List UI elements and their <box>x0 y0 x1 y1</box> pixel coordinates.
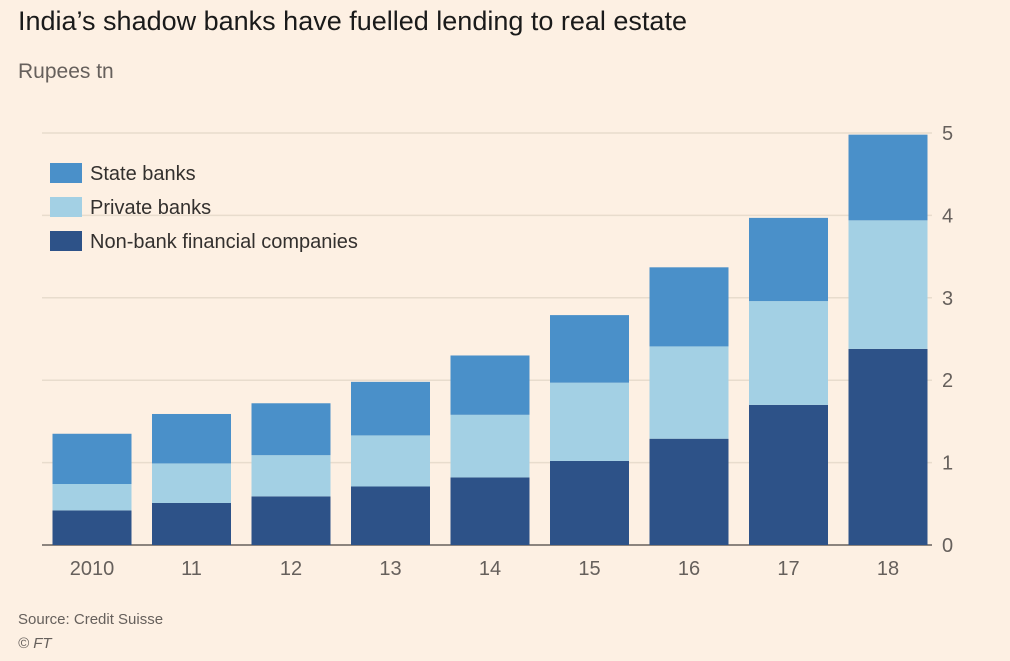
bar-segment <box>450 414 530 478</box>
legend-swatch <box>50 197 82 217</box>
x-tick-label: 15 <box>578 558 600 580</box>
legend-label: Non-bank financial companies <box>90 231 358 253</box>
x-tick-label: 16 <box>678 558 700 580</box>
bar-segment <box>749 404 828 545</box>
y-tick-label: 2 <box>942 370 953 392</box>
x-tick-label: 14 <box>479 558 501 580</box>
bar-segment <box>251 455 331 497</box>
y-tick-label: 4 <box>942 205 953 227</box>
bar-segment <box>749 301 828 405</box>
bar-segment <box>649 346 729 439</box>
x-tick-label: 2010 <box>70 558 115 580</box>
legend-label: Private banks <box>90 197 211 219</box>
bar-segment <box>251 496 331 545</box>
copyright-note: © FT <box>18 635 52 652</box>
chart-title: India’s shadow banks have fuelled lendin… <box>18 6 687 36</box>
bar-segment <box>351 435 430 487</box>
bar-segment <box>649 438 729 545</box>
bar-segment <box>251 403 331 456</box>
chart-subtitle: Rupees tn <box>18 60 114 83</box>
bar-segment <box>649 267 729 347</box>
bar-segment <box>351 486 430 545</box>
bar-segment <box>450 355 530 415</box>
bar-segment <box>450 477 530 545</box>
bar-segment <box>848 134 928 221</box>
bar-segment <box>550 315 629 383</box>
legend-swatch <box>50 231 82 251</box>
x-tick-label: 11 <box>181 558 202 580</box>
y-tick-label: 3 <box>942 288 953 310</box>
bar-segment <box>52 433 132 485</box>
y-tick-label: 1 <box>942 453 953 475</box>
legend-label: State banks <box>90 163 196 185</box>
bar-segment <box>848 220 928 349</box>
bar-segment <box>152 413 231 464</box>
bar-segment <box>52 484 132 511</box>
bar-segment <box>550 460 629 545</box>
bar-segment <box>52 510 132 545</box>
bar-segment <box>848 348 928 545</box>
y-tick-label: 5 <box>942 123 953 145</box>
bar-segment <box>351 381 430 436</box>
bar-segment <box>749 217 828 302</box>
legend-swatch <box>50 163 82 183</box>
x-tick-label: 17 <box>777 558 799 580</box>
bar-segment <box>550 382 629 461</box>
bar-segment <box>152 463 231 503</box>
x-tick-label: 18 <box>877 558 899 580</box>
x-tick-label: 12 <box>280 558 302 580</box>
x-tick-label: 13 <box>379 558 401 580</box>
bar-segment <box>152 502 231 545</box>
source-note: Source: Credit Suisse <box>18 611 164 628</box>
y-tick-label: 0 <box>942 535 953 557</box>
